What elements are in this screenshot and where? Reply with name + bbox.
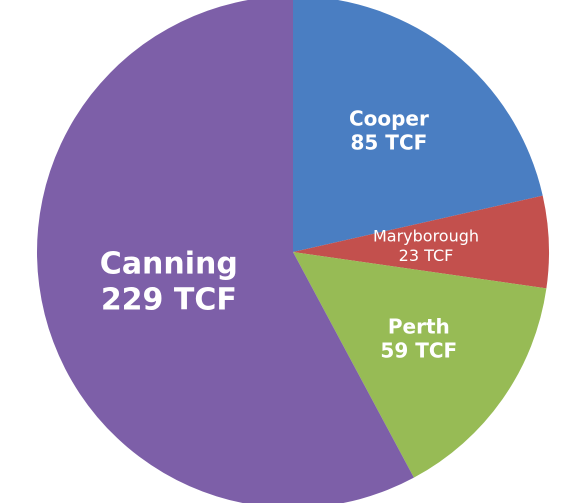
value-label: 59 TCF [380,339,457,363]
slice-label: Canning [100,247,238,282]
slice-label: Perth [388,315,450,339]
pie-slice [293,0,543,252]
value-label: 23 TCF [399,246,454,265]
pie-slice [293,195,549,289]
slice-label: Maryborough [373,227,479,246]
slice-label: Cooper [349,107,429,131]
pie-slice [37,0,414,503]
pie-slice [293,252,547,478]
value-label: 85 TCF [351,131,428,155]
value-label: 229 TCF [101,283,237,318]
